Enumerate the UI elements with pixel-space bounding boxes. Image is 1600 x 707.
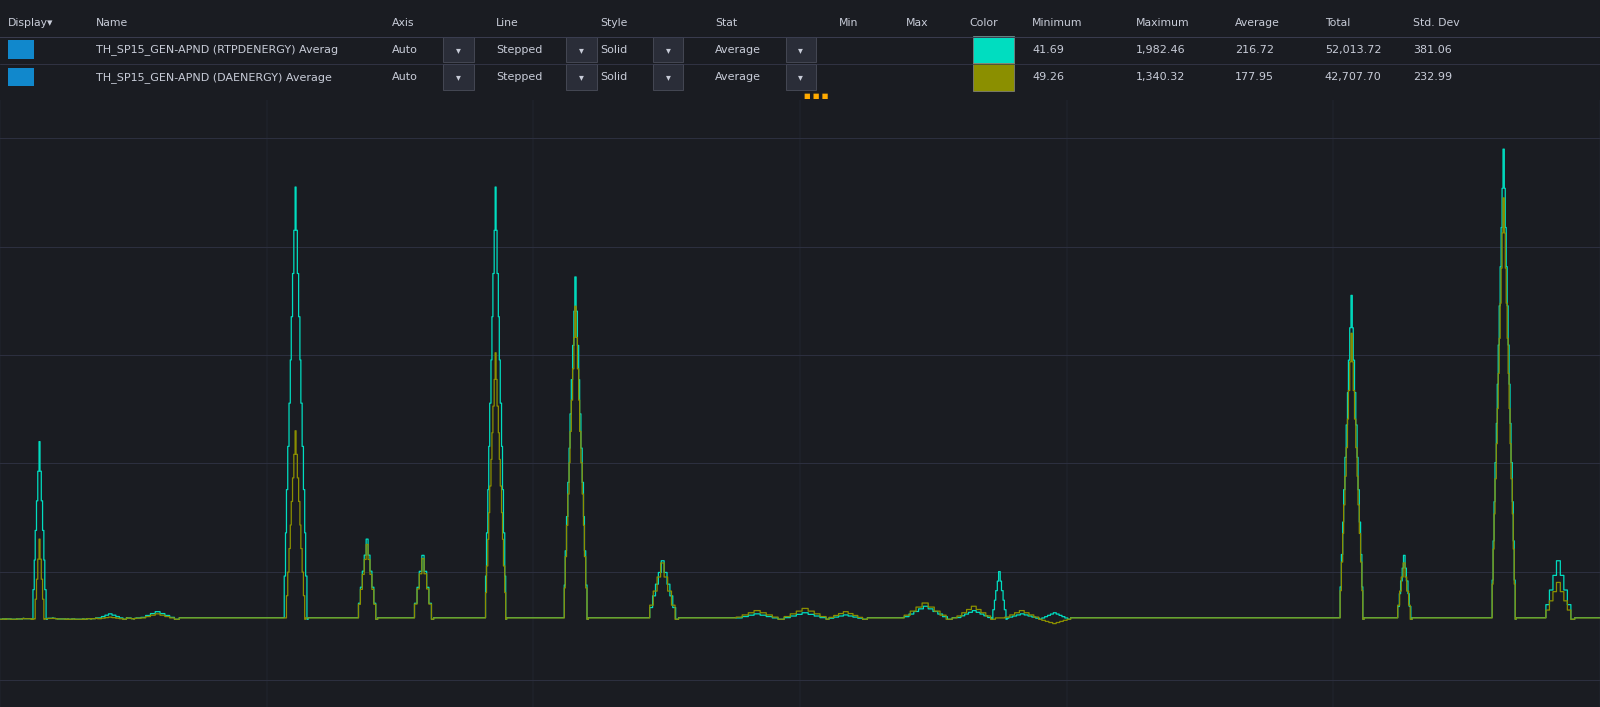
Bar [8,68,34,86]
Text: Maximum: Maximum [1136,18,1190,28]
Text: 1,982.46: 1,982.46 [1136,45,1186,54]
Text: ▾: ▾ [579,72,584,82]
Text: Solid: Solid [600,45,627,54]
Text: Average: Average [715,72,762,82]
Text: 232.99: 232.99 [1413,72,1451,82]
FancyBboxPatch shape [566,37,597,62]
Text: ▾: ▾ [798,72,803,82]
Text: Axis: Axis [392,18,414,28]
Text: Color: Color [970,18,998,28]
Text: TH_SP15_GEN-APND (RTPDENERGY) Averag: TH_SP15_GEN-APND (RTPDENERGY) Averag [96,44,338,55]
Text: 381.06: 381.06 [1413,45,1451,54]
Bar [8,40,34,59]
FancyBboxPatch shape [973,64,1014,91]
Text: ▾: ▾ [666,45,670,54]
Text: ▾: ▾ [666,72,670,82]
Text: Line: Line [496,18,518,28]
Text: Style: Style [600,18,627,28]
Text: Display▾: Display▾ [8,18,53,28]
Text: 177.95: 177.95 [1235,72,1274,82]
Text: ■ ■ ■: ■ ■ ■ [803,93,829,99]
Text: 52,013.72: 52,013.72 [1325,45,1381,54]
Text: ▾: ▾ [456,45,461,54]
Text: Average: Average [1235,18,1280,28]
Text: 1,340.32: 1,340.32 [1136,72,1186,82]
Text: Min: Min [838,18,858,28]
FancyBboxPatch shape [653,37,683,62]
Text: Stat: Stat [715,18,738,28]
Text: Average: Average [715,45,762,54]
Text: Stepped: Stepped [496,72,542,82]
Text: ▾: ▾ [798,45,803,54]
Text: ▾: ▾ [579,45,584,54]
Text: 41.69: 41.69 [1032,45,1064,54]
FancyBboxPatch shape [653,64,683,90]
Text: TH_SP15_GEN-APND (DAENERGY) Average: TH_SP15_GEN-APND (DAENERGY) Average [96,71,331,83]
FancyBboxPatch shape [443,64,474,90]
Text: 49.26: 49.26 [1032,72,1064,82]
Text: Stepped: Stepped [496,45,542,54]
Text: Minimum: Minimum [1032,18,1083,28]
Text: Std. Dev: Std. Dev [1413,18,1459,28]
Text: 42,707.70: 42,707.70 [1325,72,1381,82]
Text: Auto: Auto [392,72,418,82]
FancyBboxPatch shape [973,36,1014,64]
Text: Name: Name [96,18,128,28]
FancyBboxPatch shape [566,64,597,90]
Text: Total: Total [1325,18,1350,28]
FancyBboxPatch shape [786,64,816,90]
Text: 216.72: 216.72 [1235,45,1274,54]
Text: Auto: Auto [392,45,418,54]
FancyBboxPatch shape [786,37,816,62]
Text: ▾: ▾ [456,72,461,82]
Text: Solid: Solid [600,72,627,82]
Text: Max: Max [906,18,928,28]
FancyBboxPatch shape [443,37,474,62]
